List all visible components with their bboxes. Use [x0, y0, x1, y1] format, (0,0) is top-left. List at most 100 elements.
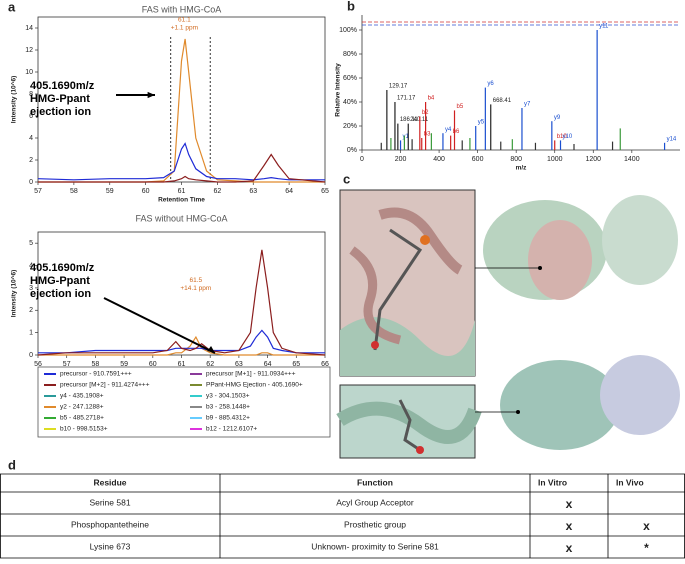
x-tick-label: 63 — [235, 361, 243, 368]
y-tick-label: 0 — [29, 179, 33, 186]
y-axis-label: Intensity (10^6) — [10, 76, 18, 124]
y-tick-label: 10 — [25, 69, 33, 76]
x-tick-label: 800 — [510, 156, 522, 163]
panel-label: a — [8, 0, 16, 14]
peak-label: 668.41 — [493, 98, 512, 104]
atom — [371, 341, 379, 349]
legend-label: b9 - 885.4312+ — [206, 415, 250, 422]
helix — [378, 207, 463, 275]
peak-label: y10 — [563, 134, 573, 140]
annotation: 405.1690m/z — [30, 262, 95, 274]
legend-label: b3 - 258.1448+ — [206, 404, 250, 411]
x-tick-label: 65 — [321, 188, 329, 195]
y-tick-label: 6 — [29, 113, 33, 120]
trace — [38, 329, 325, 354]
x-tick-label: 62 — [213, 188, 221, 195]
x-tick-label: 59 — [106, 188, 114, 195]
x-tick-label: 58 — [92, 361, 100, 368]
y-tick-label: 8 — [29, 91, 33, 98]
peak-label: y1 — [403, 134, 410, 140]
plot-frame — [37, 231, 326, 356]
table-cell: Serine 581 — [89, 497, 130, 507]
atom — [420, 235, 430, 245]
table-cell: x — [643, 519, 650, 533]
y-tick-label: 60% — [343, 75, 357, 82]
x-tick-label: 600 — [472, 156, 484, 163]
annotation: ejection ion — [30, 288, 91, 300]
peak-label: b4 — [428, 96, 435, 102]
table-header: In Vivo — [616, 477, 644, 487]
x-tick-label: 1200 — [585, 156, 601, 163]
x-tick-label: 66 — [321, 361, 329, 368]
legend-label: PPant-HMG Ejection - 405.1690+ — [206, 382, 303, 389]
table-cell: x — [566, 519, 573, 533]
trace — [38, 153, 326, 183]
annotation: 405.1690m/z — [30, 80, 95, 92]
peak-label: y9 — [554, 115, 561, 121]
x-tick-label: 200 — [395, 156, 407, 163]
peak-label: +1.1 ppm — [171, 25, 198, 32]
x-axis-label: Retention Time — [158, 197, 205, 204]
x-tick-label: 61 — [178, 361, 186, 368]
y-tick-label: 2 — [29, 307, 33, 314]
y-tick-label: 1 — [29, 329, 33, 336]
table-header: Function — [357, 477, 393, 487]
arrow-head — [147, 91, 155, 99]
table-cell: Acyl Group Acceptor — [336, 497, 414, 507]
x-tick-label: 60 — [149, 361, 157, 368]
ligand — [373, 228, 423, 351]
table-cell: Phosphopantetheine — [71, 519, 149, 529]
chart-title: FAS with HMG-CoA — [142, 4, 222, 14]
table-cell: Unknown- proximity to Serine 581 — [311, 541, 439, 551]
y-axis-label: Intensity (10^6) — [10, 270, 18, 318]
y-tick-label: 0 — [29, 352, 33, 359]
y-tick-label: 100% — [339, 27, 357, 34]
y-tick-label: 80% — [343, 51, 357, 58]
table-header: Residue — [93, 477, 126, 487]
ligand — [398, 399, 421, 452]
arrow-head — [207, 346, 215, 353]
peak-label: y14 — [667, 136, 677, 142]
atom — [416, 446, 424, 454]
peak-label: y4 — [445, 127, 452, 133]
peak-label: y11 — [599, 24, 609, 30]
table-cell: Prosthetic group — [344, 519, 406, 529]
annotation: HMG-Ppant — [30, 93, 90, 105]
domain — [600, 355, 680, 435]
x-tick-label: 60 — [142, 188, 150, 195]
x-tick-label: 0 — [360, 156, 364, 163]
y-tick-label: 3 — [29, 285, 33, 292]
connector-dot — [516, 410, 520, 414]
x-tick-label: 59 — [120, 361, 128, 368]
legend-box — [37, 366, 331, 438]
x-tick-label: 58 — [70, 188, 78, 195]
charts: FAS with HMG-CoA 57 58 59 60 61 62 63 64 65 0 2 4 6 8 1… — [0, 4, 685, 559]
domain — [500, 360, 620, 450]
peak-label: 61.1 — [178, 17, 191, 24]
domain — [528, 220, 592, 300]
y-tick-label: 5 — [29, 240, 33, 247]
x-axis-label: m/z — [516, 165, 528, 172]
legend-label: y3 - 304.1503+ — [206, 393, 250, 400]
x-tick-label: 64 — [285, 188, 293, 195]
peak-label: 186.11 — [400, 117, 419, 123]
panel-label: b — [347, 0, 355, 13]
x-tick-label: 63 — [249, 188, 257, 195]
x-tick-label: 61 — [178, 188, 186, 195]
helix — [349, 246, 402, 345]
trace — [37, 249, 326, 356]
legend-label: y2 - 247.1288+ — [60, 404, 104, 411]
x-tick-label: 57 — [34, 188, 42, 195]
table-cell: * — [644, 541, 649, 555]
chart-title: FAS without HMG-CoA — [135, 213, 227, 223]
x-tick-label: 57 — [63, 361, 71, 368]
plot-frame — [37, 16, 326, 183]
y-tick-label: 40% — [343, 99, 357, 106]
peak-label: 171.17 — [397, 96, 416, 102]
peak-label: b5 — [457, 104, 464, 110]
y-tick-label: 2 — [29, 157, 33, 164]
y-tick-label: 4 — [29, 135, 33, 142]
peak-label: +14.1 ppm — [180, 285, 211, 292]
x-tick-label: 1000 — [547, 156, 563, 163]
